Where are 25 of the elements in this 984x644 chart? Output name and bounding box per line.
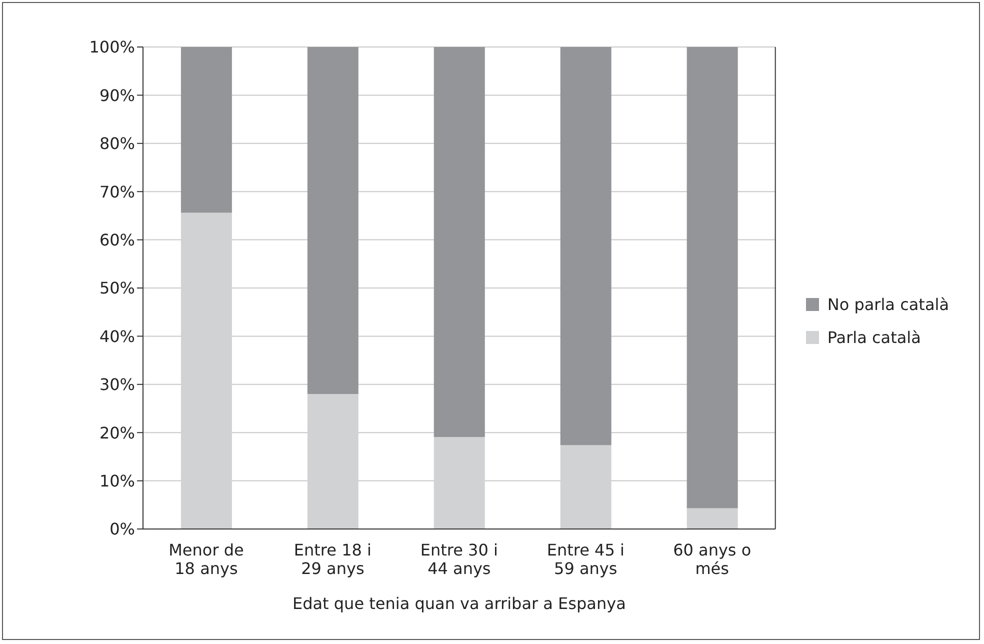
y-tick-label: 30% <box>99 375 135 394</box>
y-tick-label: 50% <box>99 278 135 298</box>
x-tick-label: Entre 18 i 29 anys <box>294 540 372 578</box>
x-tick-label: Entre 45 i 59 anys <box>546 540 624 578</box>
y-tick-label: 10% <box>99 471 135 490</box>
y-tick-label: 70% <box>99 182 135 202</box>
y-tick-label: 40% <box>99 326 135 346</box>
x-tick-label: Entre 30 i 44 anys <box>420 540 498 578</box>
bar <box>560 47 612 446</box>
y-tick-label: 90% <box>99 86 135 105</box>
x-tick-label: Menor de 18 anys <box>168 540 244 578</box>
legend-label: Parla català <box>827 328 921 347</box>
bar <box>686 508 738 529</box>
bar <box>180 47 232 213</box>
y-tick-label: 0% <box>110 520 135 539</box>
y-tick-label: 60% <box>99 230 135 250</box>
bar <box>686 47 738 508</box>
x-axis-title: Edat que tenia quan va arribar a Espanya <box>292 594 626 613</box>
y-tick-label: 20% <box>99 423 135 442</box>
legend-label: No parla català <box>827 295 949 314</box>
y-tick-label: 80% <box>99 134 135 154</box>
bar <box>307 47 358 394</box>
y-tick-label: 100% <box>89 38 135 57</box>
x-tick-label: 60 anys o més <box>673 540 752 578</box>
bar <box>434 47 485 437</box>
